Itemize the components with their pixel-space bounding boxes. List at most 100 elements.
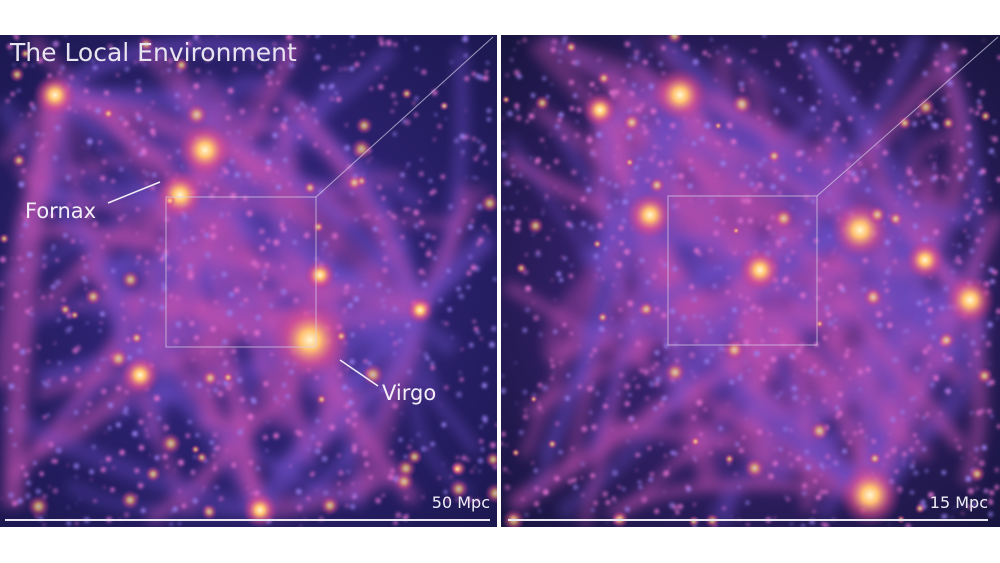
texture bbox=[382, 267, 388, 273]
texture bbox=[637, 480, 642, 484]
texture bbox=[749, 182, 754, 187]
texture bbox=[817, 100, 821, 105]
texture bbox=[838, 463, 902, 527]
texture bbox=[163, 424, 169, 431]
texture bbox=[757, 307, 763, 313]
texture bbox=[918, 174, 983, 265]
texture bbox=[538, 509, 541, 513]
texture bbox=[418, 199, 422, 204]
texture bbox=[20, 268, 25, 272]
texture bbox=[88, 254, 91, 257]
texture bbox=[475, 176, 478, 180]
texture bbox=[729, 248, 732, 252]
texture bbox=[533, 315, 540, 321]
texture bbox=[995, 308, 1000, 314]
texture bbox=[97, 148, 100, 151]
texture bbox=[607, 181, 611, 185]
texture bbox=[100, 311, 105, 317]
texture bbox=[988, 511, 993, 517]
texture bbox=[733, 251, 737, 255]
texture bbox=[195, 68, 201, 74]
texture bbox=[564, 40, 578, 54]
texture bbox=[52, 155, 58, 161]
texture bbox=[27, 276, 30, 279]
texture bbox=[953, 506, 956, 509]
texture bbox=[643, 129, 649, 135]
texture bbox=[737, 376, 743, 381]
texture bbox=[344, 403, 350, 409]
texture bbox=[110, 53, 114, 56]
texture bbox=[767, 148, 782, 164]
texture bbox=[111, 179, 115, 184]
texture bbox=[12, 500, 18, 507]
texture bbox=[201, 351, 205, 354]
texture bbox=[522, 327, 528, 333]
texture bbox=[933, 229, 939, 235]
texture bbox=[813, 238, 819, 244]
texture bbox=[265, 166, 271, 172]
texture bbox=[927, 307, 933, 313]
texture bbox=[514, 226, 521, 232]
texture bbox=[867, 52, 870, 55]
texture bbox=[887, 210, 904, 227]
texture bbox=[393, 42, 398, 47]
texture bbox=[833, 326, 838, 330]
texture bbox=[364, 461, 370, 467]
texture bbox=[348, 42, 351, 45]
texture bbox=[723, 453, 735, 465]
texture bbox=[941, 470, 947, 475]
texture bbox=[662, 262, 669, 268]
texture bbox=[8, 492, 15, 499]
texture bbox=[802, 401, 806, 405]
texture bbox=[107, 347, 130, 370]
texture bbox=[286, 35, 293, 40]
texture bbox=[75, 345, 82, 351]
texture bbox=[246, 339, 249, 342]
texture bbox=[22, 62, 28, 68]
texture bbox=[92, 65, 98, 71]
texture bbox=[739, 324, 743, 327]
texture bbox=[559, 278, 564, 283]
texture bbox=[414, 46, 420, 51]
texture bbox=[800, 292, 806, 299]
texture bbox=[42, 380, 46, 384]
texture bbox=[71, 239, 75, 243]
texture bbox=[974, 457, 977, 461]
texture bbox=[648, 323, 651, 326]
texture bbox=[145, 434, 150, 438]
texture bbox=[362, 214, 366, 218]
texture bbox=[899, 409, 905, 415]
texture bbox=[669, 308, 676, 314]
texture bbox=[201, 489, 204, 492]
texture bbox=[946, 177, 950, 181]
texture bbox=[737, 217, 744, 224]
texture bbox=[449, 475, 453, 479]
texture bbox=[992, 269, 998, 275]
texture bbox=[601, 276, 605, 280]
texture bbox=[177, 246, 180, 250]
texture bbox=[836, 205, 840, 209]
texture bbox=[961, 49, 967, 55]
texture bbox=[576, 120, 579, 123]
texture bbox=[943, 514, 948, 519]
texture bbox=[535, 251, 541, 257]
texture bbox=[956, 445, 962, 451]
texture bbox=[645, 178, 650, 183]
texture bbox=[273, 432, 280, 439]
texture bbox=[92, 221, 98, 227]
texture bbox=[85, 409, 90, 414]
texture bbox=[257, 64, 262, 69]
texture bbox=[466, 458, 471, 462]
texture bbox=[51, 244, 56, 249]
texture bbox=[495, 423, 497, 427]
texture bbox=[804, 449, 810, 455]
texture bbox=[425, 250, 432, 257]
texture bbox=[169, 522, 174, 527]
texture bbox=[140, 136, 145, 141]
texture bbox=[37, 148, 41, 152]
texture bbox=[580, 196, 586, 202]
texture bbox=[344, 145, 351, 151]
texture bbox=[31, 64, 35, 67]
texture bbox=[769, 432, 772, 436]
texture bbox=[612, 283, 615, 287]
